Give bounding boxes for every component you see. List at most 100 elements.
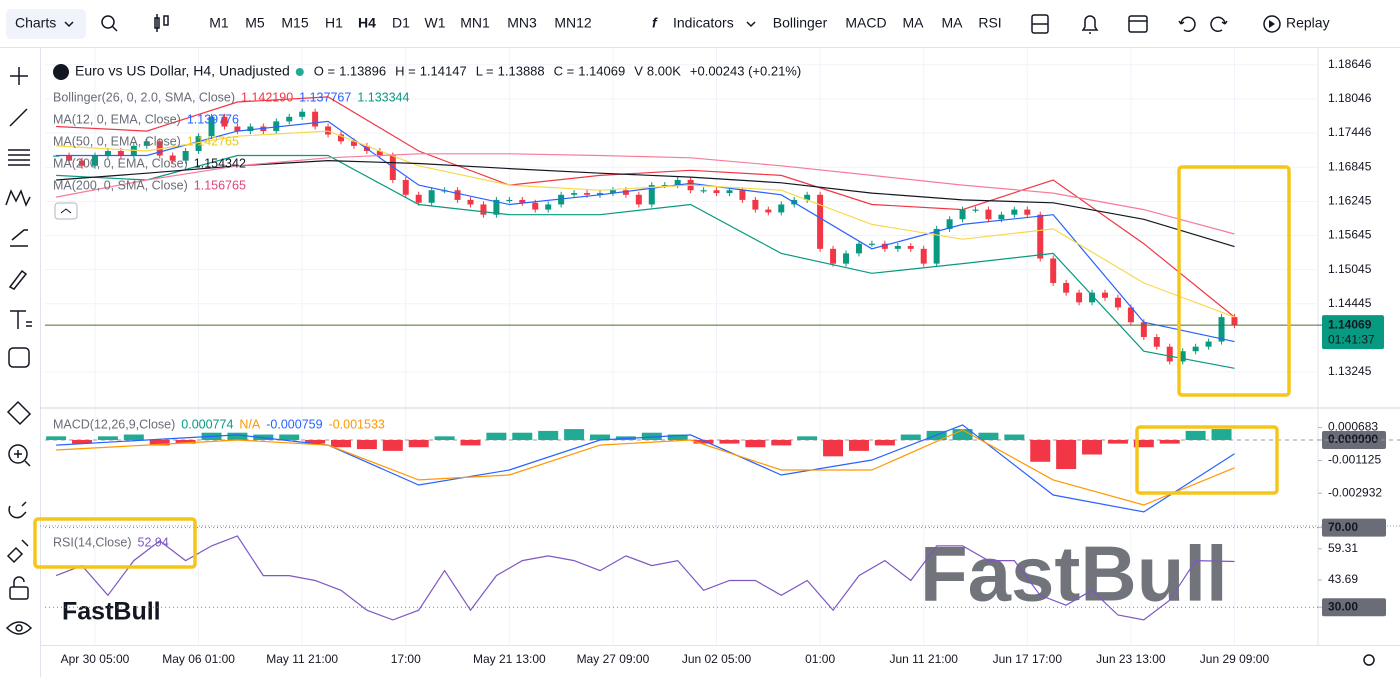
histogram-bar	[848, 439, 869, 451]
crosshair-tool[interactable]	[10, 67, 28, 85]
layout-icon[interactable]	[1031, 14, 1049, 34]
timeframe[interactable]: H4	[358, 15, 376, 31]
fx-icon[interactable]: f	[652, 15, 658, 31]
timeframe[interactable]: MN1	[460, 15, 490, 31]
indicator-shortcut[interactable]: MA	[903, 15, 925, 31]
candle	[1140, 322, 1147, 338]
histogram-bar	[227, 432, 248, 440]
indicator-shortcut[interactable]: MACD	[845, 15, 886, 31]
candle	[817, 194, 824, 249]
series-line	[55, 535, 1235, 621]
candle	[1050, 258, 1057, 283]
series-line	[55, 153, 1235, 235]
search-icon[interactable]	[101, 15, 118, 32]
emoji-tool[interactable]	[8, 347, 30, 368]
candle	[881, 243, 888, 249]
x-tick-label: 17:00	[391, 652, 421, 666]
histogram-bar	[408, 439, 429, 448]
replay-icon[interactable]	[1263, 15, 1281, 33]
histogram-bar	[719, 439, 740, 444]
indicator-value: 0.000774	[181, 417, 233, 431]
last-price-box	[1322, 315, 1384, 350]
candle	[830, 248, 837, 264]
charts-button[interactable]	[6, 9, 86, 39]
candle	[467, 199, 474, 205]
histogram-bar	[356, 439, 377, 450]
y-tick-label: 1.15045	[1328, 262, 1372, 276]
timeframe[interactable]: M15	[281, 15, 308, 31]
candle	[1101, 292, 1108, 298]
y-tick-label: 1.17446	[1328, 125, 1372, 139]
collapse-button[interactable]	[54, 202, 78, 220]
timeframe[interactable]: D1	[392, 15, 410, 31]
lock-tool[interactable]	[9, 576, 29, 600]
pattern-tool[interactable]	[5, 189, 31, 207]
histogram-bar	[1107, 439, 1128, 444]
indicators-button[interactable]: Indicators	[673, 15, 734, 31]
candle	[208, 116, 215, 137]
text-tool[interactable]	[10, 310, 32, 329]
candle	[79, 160, 86, 166]
candle	[299, 111, 306, 117]
alert-icon[interactable]	[1081, 15, 1099, 34]
indicator-shortcut[interactable]: RSI	[978, 15, 1001, 31]
ohlc-value: 1.13896	[339, 63, 386, 78]
eraser-tool[interactable]	[6, 539, 29, 564]
y-tick-label: 1.18646	[1328, 57, 1372, 71]
candle	[946, 219, 953, 229]
timeframe[interactable]: W1	[425, 15, 446, 31]
replay-label[interactable]: Replay	[1286, 15, 1330, 31]
indicator-value: 1.133344	[357, 90, 409, 104]
candle	[1179, 351, 1186, 362]
candle	[506, 199, 513, 202]
candle	[53, 155, 60, 157]
candle	[312, 111, 319, 127]
projection-tool[interactable]	[10, 229, 28, 247]
y-tick-label: 1.13245	[1328, 364, 1372, 378]
y-tick-label: 70.00	[1328, 520, 1358, 534]
timeframe[interactable]: MN3	[507, 15, 537, 31]
settings-icon[interactable]	[1363, 654, 1375, 666]
visibility-tool[interactable]	[5, 621, 33, 635]
chevron	[746, 21, 756, 28]
chart-type-icon[interactable]	[154, 14, 169, 32]
brush-tool[interactable]	[8, 269, 28, 290]
histogram-bar	[667, 434, 688, 440]
highlight-box	[1177, 165, 1291, 397]
line-tool[interactable]	[9, 108, 28, 127]
y-tick-label: 1.15645	[1328, 228, 1372, 242]
histogram-bar	[434, 436, 455, 440]
undo-icon[interactable]	[1178, 16, 1196, 32]
candle	[920, 248, 927, 264]
indicator-shortcut[interactable]: Bollinger	[773, 15, 828, 31]
calendar-icon[interactable]	[1128, 15, 1148, 33]
indicator-value: 1.139776	[187, 112, 239, 126]
highlight-box	[33, 517, 197, 569]
charts-label[interactable]: Charts	[15, 15, 56, 31]
indicator-shortcut[interactable]: MA	[942, 15, 964, 31]
candle	[1153, 337, 1160, 347]
x-tick-label: Jun 23 13:00	[1096, 652, 1166, 666]
timeframe[interactable]: H1	[325, 15, 343, 31]
candle	[1205, 341, 1212, 347]
histogram-bar	[1082, 439, 1103, 455]
ohlc-label: C =	[554, 63, 575, 78]
tick-label-box	[1322, 430, 1386, 449]
timeframe[interactable]: MN12	[554, 15, 592, 31]
fib-tool[interactable]	[8, 149, 30, 166]
candle	[376, 150, 383, 156]
timeframe[interactable]: M1	[209, 15, 229, 31]
indicator-label: RSI(14,Close)	[53, 535, 132, 549]
indicator-value: -0.000759	[266, 417, 322, 431]
redo-icon[interactable]	[1210, 16, 1228, 32]
timeframe[interactable]: M5	[245, 15, 265, 31]
x-tick-label: May 21 13:00	[473, 652, 546, 666]
last-price-label: 1.14069	[1328, 317, 1372, 331]
candle	[700, 190, 707, 192]
histogram-bar	[564, 429, 585, 440]
ruler-tool[interactable]	[6, 400, 32, 426]
zoom-tool[interactable]	[8, 444, 31, 467]
magnet-tool[interactable]	[8, 501, 27, 519]
candle	[402, 179, 409, 195]
